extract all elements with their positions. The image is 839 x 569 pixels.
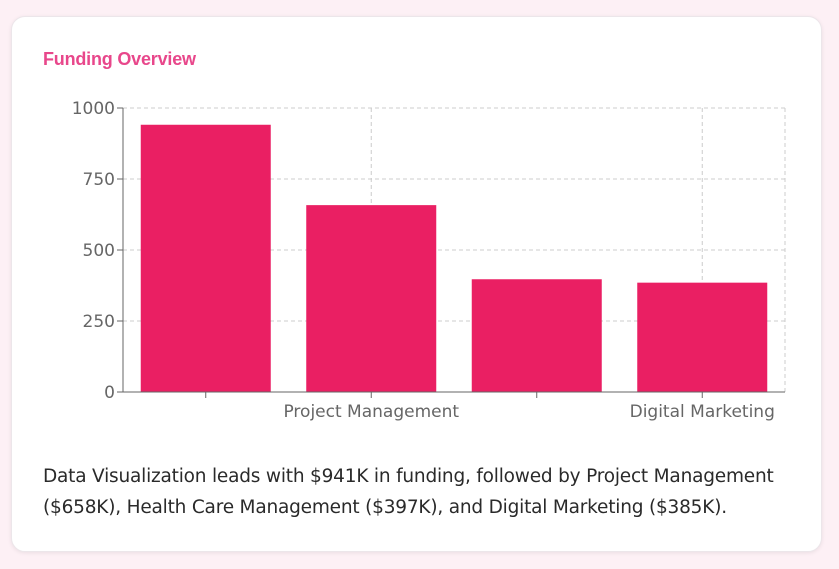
y-tick-label: 0 [104,383,115,403]
bar-digital-marketing [637,282,768,392]
y-tick-label: 250 [83,312,115,332]
x-tick-label: Digital Marketing [630,402,775,422]
y-tick-label: 1000 [72,99,115,119]
bar-chart: 0 250 500 750 1000 Project Management Digital … [72,99,786,422]
bar-project-management [306,205,437,392]
x-tick-label: Project Management [283,402,459,422]
y-tick-label: 500 [83,241,115,261]
bar-health-care-management [471,279,602,392]
card-title: Funding Overview [43,49,196,69]
chart-container: 0 250 500 750 1000 Project Management Digital … [12,17,823,441]
y-tick-label: 750 [83,170,115,190]
bar-data-visualization [140,124,271,393]
funding-card: Funding Overview 0 250 500 750 1000 Project M… [11,16,822,552]
chart-summary: Data Visualization leads with $941K in f… [43,466,774,518]
